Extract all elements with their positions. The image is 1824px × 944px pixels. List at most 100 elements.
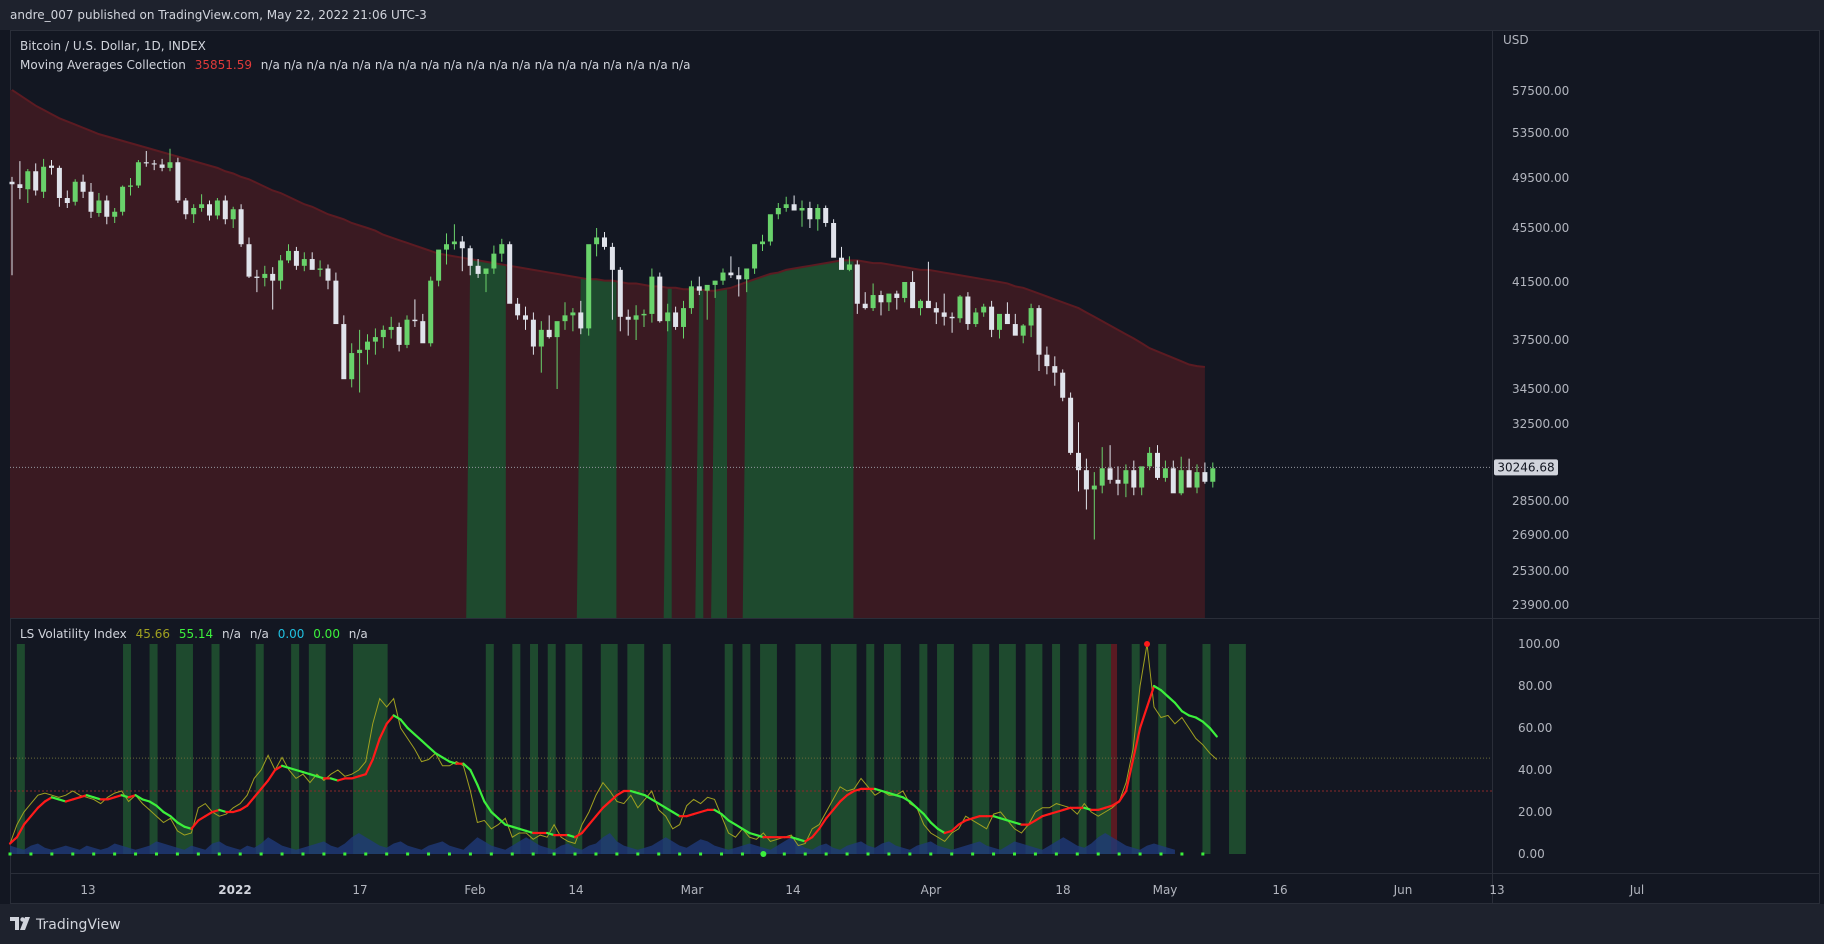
vol-main-segment [915,806,925,816]
vol-signal-bar-33 [1158,644,1167,854]
candle-body [49,165,54,168]
vol-signal-bar-19 [760,644,777,854]
vol-main-segment [1055,808,1065,814]
candle-body [617,269,623,317]
time-tick-label: 13 [1489,883,1504,897]
candle-body [1036,308,1042,355]
vol-dot [364,852,368,856]
vol-main-segment [483,800,493,814]
candle-body [736,275,742,280]
candle-body [475,265,481,274]
vol-dot [427,852,431,856]
vol-main-segment [308,773,319,778]
vol-dot [636,852,640,856]
vol-main-segment [127,794,137,799]
candle-body [839,257,844,270]
vol-main-segment [441,756,451,763]
vol-main-segment [211,808,221,814]
vol-value-4: 0.00 [313,627,340,641]
candle-body [981,306,987,313]
vol-main-segment [504,823,514,828]
candle-body [1099,468,1105,486]
vol-dot [992,852,996,856]
vol-main-segment [350,775,360,780]
ma-legend[interactable]: Moving Averages Collection 35851.59 n/a … [20,58,696,72]
vol-signal-bar-9 [485,644,494,854]
vol-dot [824,852,828,856]
vol-signal-bar-1 [123,644,132,854]
vol-main-segment [1013,821,1023,826]
candle-body [1020,325,1026,336]
vol-main-segment [1034,815,1044,822]
candle-body [436,249,442,281]
vol-main-segment [741,827,751,835]
vol-dot [1033,852,1037,856]
vol-dot [447,852,451,856]
candle-body [372,337,378,342]
candle-body [128,185,133,187]
vol-legend[interactable]: LS Volatility Index 45.66 55.14 n/a n/a … [20,627,373,641]
candle-body [1004,313,1010,325]
candle-body [918,300,923,309]
vol-main-segment [887,791,898,797]
bullish-zone-4 [711,289,727,618]
vol-main-segment [1006,819,1016,824]
candle-body [349,353,355,380]
vol-dot [406,852,410,856]
candle-body [17,184,23,188]
vol-main-segment [608,794,618,803]
vol-main-segment [657,802,667,809]
vol-main-segment [469,768,479,786]
candle-body [846,264,852,270]
vol-signal-bar-28 [1025,644,1043,854]
vol-indicator-name[interactable]: LS Volatility Index [20,627,127,641]
vol-main-segment [511,825,521,830]
vol-main-segment [364,758,374,776]
candle-body [1178,470,1184,494]
candle-body [33,171,39,191]
vol-dot [92,852,96,856]
candle-body [270,273,276,281]
vol-signal-bar-20 [795,644,822,854]
candle-body [159,164,165,168]
candle-body [246,244,252,277]
vol-main-segment [525,829,535,835]
vol-dot [908,852,912,856]
vol-main-segment [22,815,33,826]
vol-main-segment [894,794,904,799]
candle-body [515,303,521,316]
candle-body [309,259,315,270]
vol-main-segment [197,815,207,822]
vol-main-segment [845,789,856,797]
vol-main-segment [790,836,800,841]
vol-tick-label: 60.00 [1518,721,1552,735]
vol-main-segment [155,804,165,814]
candle-body [483,268,489,274]
price-tick-label: 25300.00 [1512,564,1569,578]
time-tick-label: Feb [464,883,485,897]
price-tick-label: 53500.00 [1512,126,1569,140]
vol-main-segment [1104,804,1114,809]
vol-main-segment [615,789,625,797]
vol-dot [1159,852,1163,856]
vol-dot [552,852,556,856]
candle-body [286,250,291,261]
vol-main-segment [392,714,402,721]
vol-main-segment [134,794,144,801]
candle-body [1068,397,1074,453]
vol-main-segment [357,773,367,778]
candle-body [752,244,758,269]
vol-main-segment [57,798,67,803]
bullish-zone-3 [695,289,704,618]
candle-body [404,319,410,345]
vol-dot [950,852,954,856]
vol-main-segment [629,789,639,795]
vol-main-segment [1208,726,1218,738]
candle-body [207,204,212,216]
candle-body [1210,468,1216,482]
ma-indicator-name[interactable]: Moving Averages Collection [20,58,186,72]
vol-signal-bar-6 [291,644,300,854]
candle-body [554,321,560,338]
vol-dot [196,852,200,856]
